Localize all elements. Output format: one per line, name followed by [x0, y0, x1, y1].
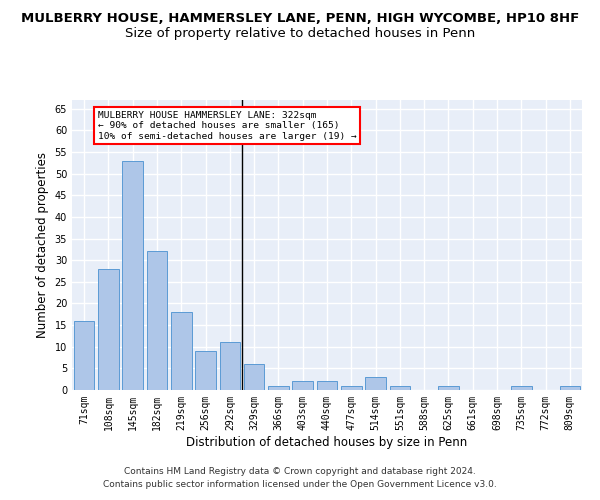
Bar: [438, 386, 459, 390]
Bar: [365, 377, 386, 390]
Text: Size of property relative to detached houses in Penn: Size of property relative to detached ho…: [125, 28, 475, 40]
Bar: [560, 386, 580, 390]
Bar: [171, 312, 191, 390]
Text: Contains HM Land Registry data © Crown copyright and database right 2024.: Contains HM Land Registry data © Crown c…: [124, 467, 476, 476]
Bar: [511, 386, 532, 390]
Bar: [220, 342, 240, 390]
Text: Contains public sector information licensed under the Open Government Licence v3: Contains public sector information licen…: [103, 480, 497, 489]
Y-axis label: Number of detached properties: Number of detached properties: [36, 152, 49, 338]
X-axis label: Distribution of detached houses by size in Penn: Distribution of detached houses by size …: [187, 436, 467, 448]
Bar: [268, 386, 289, 390]
Bar: [122, 160, 143, 390]
Bar: [244, 364, 265, 390]
Bar: [341, 386, 362, 390]
Bar: [195, 351, 216, 390]
Bar: [98, 269, 119, 390]
Bar: [146, 252, 167, 390]
Bar: [74, 320, 94, 390]
Bar: [389, 386, 410, 390]
Text: MULBERRY HOUSE HAMMERSLEY LANE: 322sqm
← 90% of detached houses are smaller (165: MULBERRY HOUSE HAMMERSLEY LANE: 322sqm ←…: [97, 111, 356, 140]
Bar: [317, 382, 337, 390]
Text: MULBERRY HOUSE, HAMMERSLEY LANE, PENN, HIGH WYCOMBE, HP10 8HF: MULBERRY HOUSE, HAMMERSLEY LANE, PENN, H…: [21, 12, 579, 26]
Bar: [292, 382, 313, 390]
